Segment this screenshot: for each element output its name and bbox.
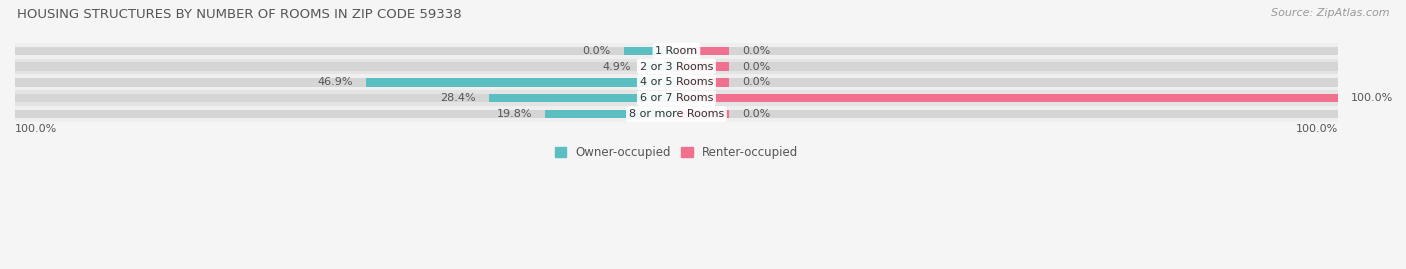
Text: 6 or 7 Rooms: 6 or 7 Rooms (640, 93, 713, 103)
Text: 0.0%: 0.0% (582, 46, 610, 56)
Bar (15, 75, 1339, 90)
Bar (15, 43, 1339, 59)
Bar (676, 62, 730, 71)
Text: 0.0%: 0.0% (742, 46, 770, 56)
Bar (15, 78, 1339, 87)
Bar (676, 47, 730, 55)
Text: 100.0%: 100.0% (15, 125, 58, 134)
Bar (676, 110, 730, 118)
Text: 0.0%: 0.0% (742, 109, 770, 119)
Text: 28.4%: 28.4% (440, 93, 475, 103)
Bar (15, 110, 1339, 118)
Text: 100.0%: 100.0% (1351, 93, 1393, 103)
Legend: Owner-occupied, Renter-occupied: Owner-occupied, Renter-occupied (550, 141, 803, 164)
Text: 4 or 5 Rooms: 4 or 5 Rooms (640, 77, 713, 87)
Bar (488, 94, 676, 102)
Bar (15, 94, 1339, 102)
Text: 46.9%: 46.9% (318, 77, 353, 87)
Text: HOUSING STRUCTURES BY NUMBER OF ROOMS IN ZIP CODE 59338: HOUSING STRUCTURES BY NUMBER OF ROOMS IN… (17, 8, 461, 21)
Text: 0.0%: 0.0% (742, 62, 770, 72)
Text: 19.8%: 19.8% (496, 109, 533, 119)
Bar (623, 47, 676, 55)
Text: 2 or 3 Rooms: 2 or 3 Rooms (640, 62, 713, 72)
Bar (546, 110, 676, 118)
Bar (676, 78, 730, 87)
Bar (676, 94, 1339, 102)
Bar (15, 90, 1339, 106)
Text: 4.9%: 4.9% (602, 62, 631, 72)
Bar (15, 106, 1339, 122)
Bar (15, 62, 1339, 71)
Text: 0.0%: 0.0% (742, 77, 770, 87)
Text: 8 or more Rooms: 8 or more Rooms (628, 109, 724, 119)
Bar (15, 47, 1339, 55)
Bar (15, 59, 1339, 75)
Bar (644, 62, 676, 71)
Text: 100.0%: 100.0% (1295, 125, 1339, 134)
Text: 1 Room: 1 Room (655, 46, 697, 56)
Text: Source: ZipAtlas.com: Source: ZipAtlas.com (1271, 8, 1389, 18)
Bar (366, 78, 676, 87)
